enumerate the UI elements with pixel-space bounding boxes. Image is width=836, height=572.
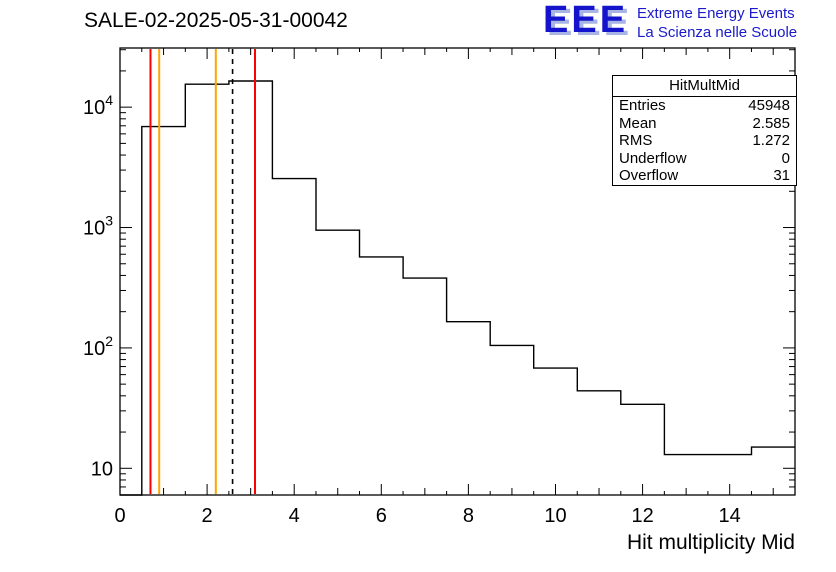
logo-subtitle-2: La Scienza nelle Scuole <box>637 24 798 41</box>
x-tick-label: 10 <box>544 505 566 527</box>
stats-box: HitMultMid Entries 45948 Mean 2.585 RMS 1.272… <box>612 75 797 186</box>
stats-row: Entries 45948 <box>613 97 796 115</box>
stats-row-value: 2.585 <box>752 114 790 132</box>
x-tick-label: 12 <box>631 505 653 527</box>
x-tick-label: 0 <box>114 505 125 527</box>
stats-row-value: 0 <box>781 149 790 167</box>
stats-row-label: Overflow <box>619 167 679 184</box>
stats-row-label: Underflow <box>619 149 687 167</box>
stats-row-label: Mean <box>619 114 657 132</box>
stats-row-label: Entries <box>619 97 666 114</box>
eee-logo-subtitles: Extreme Energy Events La Scienza nelle S… <box>637 3 797 42</box>
stats-row: Overflow 31 <box>613 167 796 185</box>
eee-logo: EEE Extreme Energy Events La Scienza nel… <box>543 0 797 42</box>
x-tick-label: 14 <box>719 505 741 527</box>
stats-row: RMS 1.272 <box>613 132 796 150</box>
stats-row-value: 31 <box>773 167 790 184</box>
x-tick-label: 8 <box>463 505 474 527</box>
x-tick-label: 4 <box>289 505 300 527</box>
stats-rows: Entries 45948 Mean 2.585 RMS 1.272 Underflow 0 O… <box>613 97 796 185</box>
x-tick-label: 2 <box>202 505 213 527</box>
x-axis-title: Hit multiplicity Mid <box>626 531 795 554</box>
stats-row: Mean 2.585 <box>613 115 796 133</box>
stats-row-value: 45948 <box>748 97 790 114</box>
eee-logo-text: EEE <box>543 0 629 41</box>
logo-subtitle-1: Extreme Energy Events <box>637 5 795 22</box>
y-tick-label: 104 <box>83 92 113 119</box>
stats-row-label: RMS <box>619 132 653 149</box>
y-tick-label: 10 <box>91 458 113 480</box>
stats-row: Underflow 0 <box>613 150 796 168</box>
histogram-step-line <box>120 80 795 496</box>
y-tick-label: 103 <box>83 213 113 240</box>
stats-row-value: 1.272 <box>752 132 790 149</box>
stats-title: HitMultMid <box>613 76 796 97</box>
x-tick-label: 6 <box>376 505 387 527</box>
plot-title: SALE-02-2025-05-31-00042 <box>84 9 348 32</box>
plot-frame <box>119 47 796 496</box>
y-tick-label: 102 <box>83 333 113 360</box>
